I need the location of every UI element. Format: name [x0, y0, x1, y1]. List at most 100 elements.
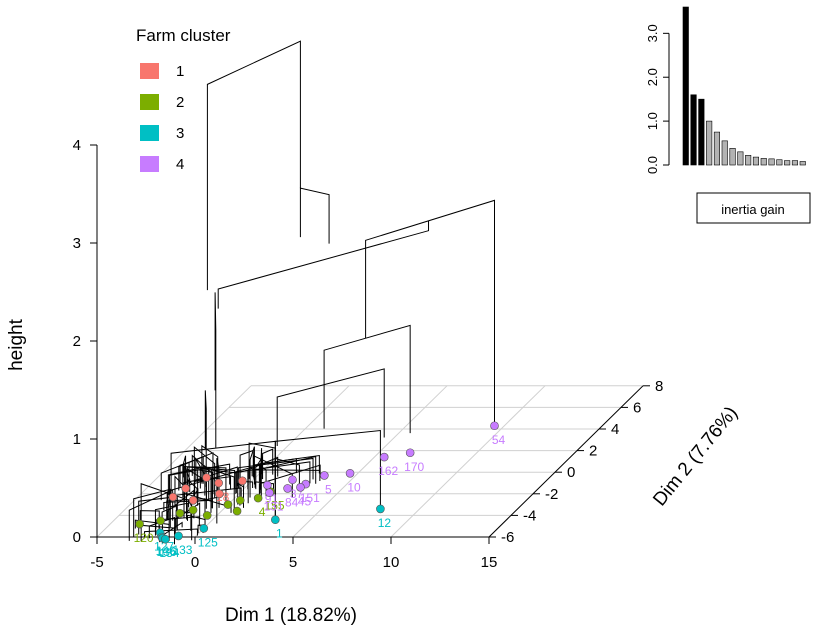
dendrogram-branch [166, 491, 170, 541]
inertia-bar [752, 156, 760, 166]
dendrogram-branch [274, 429, 381, 520]
dendrogram-branch [260, 448, 263, 490]
z-tick-label: 1 [73, 431, 81, 448]
cluster-3-point [271, 515, 280, 525]
cluster-2-point [202, 511, 212, 520]
dendrogram-branch [299, 187, 330, 244]
cluster-2-point-label: 120 [134, 531, 154, 545]
dendrogram-branch [204, 390, 207, 468]
data-points: 1815541201211251271331461361345417016210… [134, 421, 506, 560]
dendrogram-branch [235, 461, 311, 494]
z-tick-label: 3 [73, 235, 81, 252]
legend-label-3: 3 [176, 125, 184, 142]
x-tick-label: 5 [289, 554, 297, 571]
cluster-4-point-label: 45 [298, 494, 312, 508]
cluster-4-point [379, 452, 389, 462]
cluster-3-point-label: 12 [378, 516, 392, 530]
cluster-3-point [199, 524, 209, 533]
cluster-4-point [283, 484, 292, 493]
y-tick-label: -6 [501, 529, 514, 546]
inset-tick-label: 2.0 [645, 68, 660, 86]
inertia-bar [760, 158, 767, 166]
grid-line-x [194, 385, 350, 538]
dendrogram-branch [255, 455, 263, 490]
inertia-bar [729, 148, 736, 166]
dendrogram-branch [201, 444, 219, 495]
dendrogram-branch [237, 482, 245, 508]
inertia-bar [682, 6, 689, 166]
cluster-4-point [265, 488, 274, 498]
dendrogram-branches [128, 40, 495, 545]
y-axis-label: Dim 2 (7.76%) [649, 403, 742, 511]
inertia-bar [799, 161, 806, 166]
cluster-2-point [253, 493, 263, 503]
cluster-4-point-label: 151 [300, 491, 320, 505]
cluster-2-point [223, 500, 233, 509]
dendrogram-branch [199, 467, 237, 493]
cluster-3-point-label: 1 [276, 527, 283, 541]
cluster-4-point [288, 475, 297, 485]
y-tick-label: 6 [633, 399, 641, 416]
grid-line-x [96, 385, 252, 538]
inertia-gain-inset: 0.0 1.0 2.0 3.0 inertia gain [645, 6, 811, 224]
cluster-3-point [161, 534, 170, 544]
cluster-3-point [376, 504, 385, 514]
dendrogram-branch [258, 464, 321, 496]
z-tick-label: 4 [73, 137, 81, 154]
cluster-3-point-label: 134 [159, 546, 179, 560]
dendrogram-branch [140, 483, 193, 541]
dendrogram-branch [191, 454, 214, 495]
cluster-2-point [232, 506, 242, 516]
cluster-4-point-label: 131 [263, 500, 283, 514]
x-tick-label: 15 [481, 554, 498, 571]
inertia-bar [721, 140, 728, 166]
cluster-1-point [214, 478, 223, 488]
inertia-bar [713, 131, 721, 166]
inertia-bar [745, 155, 752, 166]
cluster-2-point [235, 495, 245, 505]
dendrogram-branch [239, 449, 254, 482]
cluster-4-point-label: 5 [325, 482, 332, 496]
dendrogram-branch [160, 455, 204, 501]
cluster-2-point [188, 505, 198, 515]
cluster-3-point-label: 125 [198, 535, 218, 549]
inertia-bar [706, 120, 713, 166]
inset-tick-label: 3.0 [645, 24, 660, 42]
y-tick-label: 4 [611, 421, 619, 438]
dendrogram-branch [197, 469, 213, 509]
cluster-4-point-label: 170 [404, 460, 424, 474]
x-tick-label: 10 [383, 554, 400, 571]
inertia-bar [768, 158, 775, 166]
cluster-4-point [263, 480, 272, 490]
dendrogram-branch [214, 292, 217, 448]
cluster-4-point-label: 54 [492, 433, 506, 447]
cluster-1-point [188, 495, 198, 505]
cluster-3-point-label: 127 [154, 540, 174, 554]
dendrogram-branch [323, 324, 411, 434]
legend-title: Farm cluster [136, 26, 231, 45]
cluster-4-point [405, 448, 415, 458]
cluster-1-point [215, 489, 224, 499]
legend-swatch-1 [140, 63, 159, 79]
cluster-4-point-label: 162 [378, 464, 398, 478]
cluster-4-point-label: 10 [347, 480, 361, 494]
x-tick-label: 0 [191, 554, 199, 571]
grid-line-x [292, 385, 448, 538]
legend: Farm cluster 1 2 3 4 [136, 26, 231, 173]
legend-label-4: 4 [176, 156, 184, 173]
inset-y-axis: 0.0 1.0 2.0 3.0 [645, 24, 670, 174]
inertia-bar [737, 151, 744, 166]
inset-bars [682, 6, 806, 166]
dendrogram-branch [365, 199, 495, 426]
z-tick-label: 2 [73, 333, 81, 350]
cluster-4-point-label: 84 [285, 495, 299, 509]
dendrogram-branch [133, 488, 171, 537]
dendrogram-branch [276, 368, 385, 446]
legend-swatch-3 [140, 125, 159, 141]
dendrogram-branch [206, 40, 301, 291]
inertia-bar [698, 98, 705, 166]
inertia-bar [690, 94, 697, 166]
inertia-bar [791, 160, 799, 166]
